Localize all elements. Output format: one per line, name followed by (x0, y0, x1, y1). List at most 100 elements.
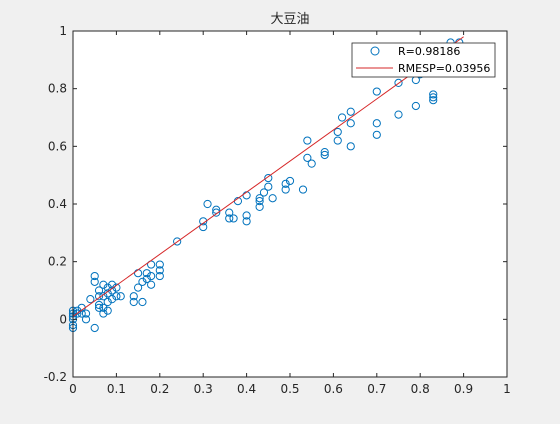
scatter-point (90, 271, 99, 281)
scatter-point (429, 93, 438, 102)
legend-marker-circle (370, 46, 380, 56)
y-tick-label: 0.2 (48, 255, 67, 269)
scatter-point (394, 78, 403, 88)
scatter-point (212, 208, 221, 217)
scatter-point (142, 274, 151, 284)
scatter-point (281, 179, 290, 188)
scatter-point (203, 199, 212, 209)
y-axis: -0.2 0 0.2 0.4 0.6 0.8 1 (44, 24, 507, 384)
scatter-point (320, 148, 329, 157)
scatter-point (99, 280, 108, 289)
scatter-point (333, 127, 342, 137)
plot-area (73, 31, 507, 377)
legend-label-rmesp: RMESP=0.03956 (398, 62, 490, 75)
x-tick-label: 0.8 (411, 382, 430, 396)
y-tick-label: 0 (59, 312, 67, 326)
scatter-point (242, 217, 251, 226)
x-tick-label: 0.3 (194, 382, 213, 396)
scatter-point (129, 297, 138, 307)
scatter-point (112, 292, 121, 301)
scatter-point (333, 136, 342, 145)
scatter-point (264, 182, 273, 191)
scatter-point (298, 185, 308, 194)
scatter-point (103, 306, 112, 315)
scatter-point (429, 96, 438, 105)
fit-line (72, 36, 464, 317)
x-axis: 0 0.1 0.2 0.3 0.4 0.5 0.6 0.7 0.8 0.9 1 (69, 31, 511, 396)
scatter-point (255, 197, 264, 206)
scatter-point (99, 292, 108, 301)
scatter-point (303, 136, 312, 145)
scatter-point (155, 260, 164, 269)
scatter-point (147, 271, 156, 281)
x-tick-label: 0.1 (107, 382, 126, 396)
scatter-point (229, 214, 238, 223)
scatter-point (303, 153, 312, 162)
legend-label-r: R=0.98186 (398, 45, 460, 58)
y-tick-label: 1 (59, 24, 67, 38)
scatter-point (242, 211, 251, 220)
scatter-point (103, 297, 112, 307)
scatter-point (372, 119, 381, 128)
scatter-point (372, 87, 381, 96)
scatter-point (155, 266, 164, 275)
x-tick-label: 0.2 (150, 382, 169, 396)
scatter-point (225, 214, 234, 223)
scatter-point (264, 173, 273, 183)
scatter-point (134, 283, 143, 292)
scatter-point (429, 90, 438, 99)
scatter-point (147, 280, 156, 289)
scatter-point (73, 309, 82, 318)
scatter-point (99, 309, 108, 318)
scatter-point (337, 113, 347, 122)
scatter-point (346, 142, 355, 151)
scatter-point (94, 300, 104, 310)
scatter-point (94, 286, 104, 295)
scatter-point (81, 315, 91, 324)
scatter-point (138, 297, 147, 307)
scatter-point (307, 159, 316, 168)
scatter-point (142, 269, 151, 278)
scatter-point (199, 217, 208, 226)
scatter-point (268, 194, 277, 203)
scatter-point (255, 202, 264, 211)
scatter-point (173, 237, 182, 246)
y-tick-label: 0.8 (48, 82, 67, 96)
x-tick-label: 0.5 (280, 382, 299, 396)
x-tick-label: 0.7 (367, 382, 386, 396)
scatter-point (346, 107, 355, 116)
scatter-point (285, 176, 295, 186)
scatter-point (394, 110, 403, 119)
scatter-point (255, 194, 264, 203)
scatter-point (155, 271, 164, 281)
scatter-point (372, 130, 381, 139)
scatter-point (116, 292, 125, 301)
scatter-point (138, 277, 147, 286)
x-tick-label: 1 (503, 382, 511, 396)
x-tick-label: 0.4 (237, 382, 256, 396)
y-tick-label: -0.2 (44, 370, 67, 384)
chart-title: 大豆油 (270, 12, 309, 27)
scatter-point (259, 188, 269, 197)
scatter-point (103, 289, 112, 298)
scatter-point (346, 119, 355, 128)
scatter-point (411, 101, 420, 111)
x-tick-label: 0.6 (324, 382, 343, 396)
scatter-point (81, 309, 91, 318)
scatter-point (86, 295, 95, 304)
scatter-point (281, 185, 290, 194)
scatter-point (90, 323, 99, 333)
y-tick-label: 0.4 (48, 197, 67, 211)
scatter-point (107, 295, 117, 304)
scatter-point (99, 303, 108, 312)
scatter-point (320, 150, 329, 160)
x-tick-label: 0 (69, 382, 77, 396)
scatter-point (129, 292, 138, 301)
y-tick-label: 0.6 (48, 139, 67, 153)
legend: R=0.98186 RMESP=0.03956 (351, 42, 496, 78)
scatter-point (90, 277, 99, 286)
legend-box (351, 42, 496, 78)
scatter-point (94, 303, 104, 312)
